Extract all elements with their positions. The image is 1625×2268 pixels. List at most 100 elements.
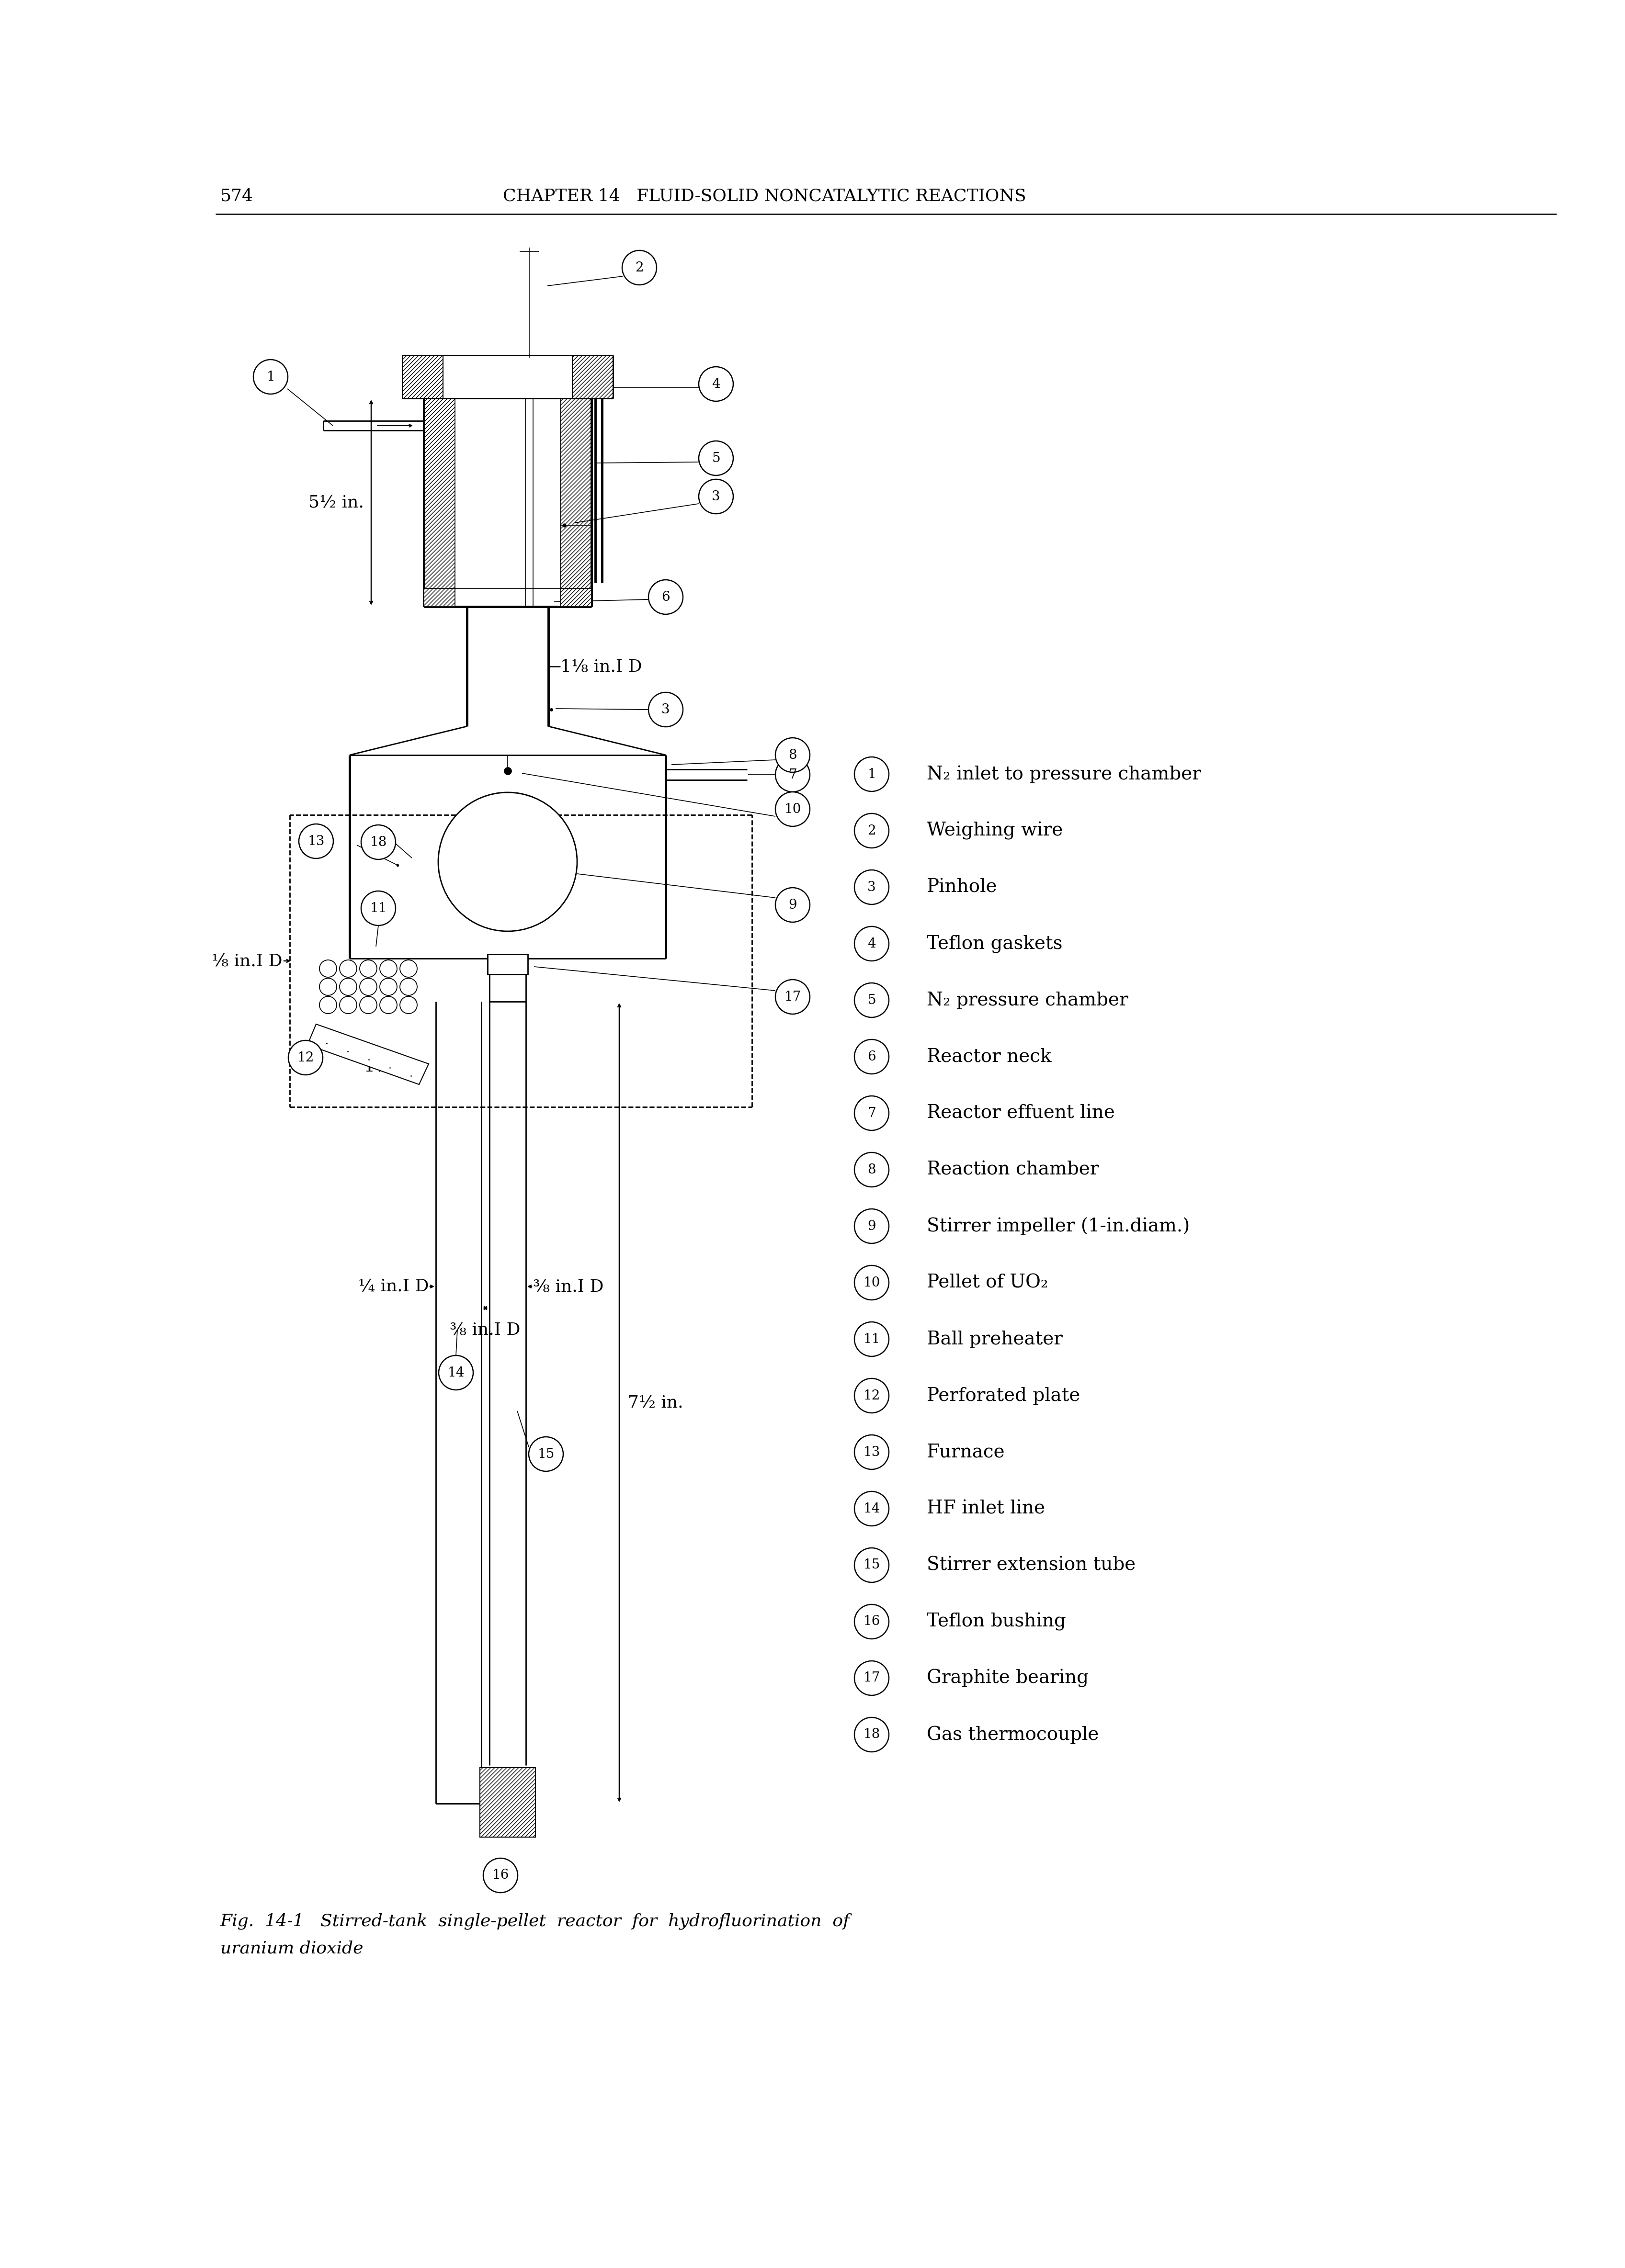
Bar (561, 399, 591, 590)
Text: 11: 11 (863, 1334, 881, 1345)
Text: 2: 2 (868, 823, 876, 837)
Circle shape (361, 826, 395, 860)
Circle shape (400, 959, 418, 978)
Circle shape (855, 982, 889, 1018)
Circle shape (340, 996, 358, 1014)
Text: 13: 13 (307, 835, 325, 848)
Text: 574: 574 (221, 188, 254, 204)
Text: ¼ in.I D: ¼ in.I D (358, 1279, 429, 1295)
Circle shape (855, 1266, 889, 1300)
Text: 17: 17 (863, 1672, 881, 1685)
Circle shape (855, 1322, 889, 1356)
Circle shape (855, 925, 889, 962)
Circle shape (775, 737, 809, 773)
Circle shape (622, 249, 657, 286)
Text: 5: 5 (868, 993, 876, 1007)
Circle shape (299, 823, 333, 860)
Text: Stirrer extension tube: Stirrer extension tube (926, 1556, 1136, 1574)
Circle shape (855, 1152, 889, 1186)
Text: 14: 14 (447, 1365, 465, 1379)
Circle shape (855, 1039, 889, 1075)
Text: 6: 6 (661, 590, 669, 603)
Circle shape (855, 1209, 889, 1243)
Bar (488, 955, 528, 975)
Circle shape (648, 692, 682, 726)
Text: Pinhole: Pinhole (926, 878, 998, 896)
Text: Reactor effuent line: Reactor effuent line (926, 1105, 1115, 1123)
Circle shape (320, 959, 336, 978)
Circle shape (855, 1436, 889, 1470)
Circle shape (855, 1379, 889, 1413)
Circle shape (775, 980, 809, 1014)
Circle shape (775, 758, 809, 792)
Text: 8: 8 (788, 748, 796, 762)
Circle shape (380, 996, 396, 1014)
Bar (479, 1767, 536, 1837)
Text: 1: 1 (868, 769, 876, 780)
Text: 17: 17 (785, 991, 801, 1002)
Circle shape (359, 978, 377, 996)
Text: 15: 15 (863, 1558, 881, 1572)
Text: 2: 2 (635, 261, 644, 274)
Circle shape (528, 1438, 564, 1472)
Polygon shape (307, 1025, 429, 1084)
Text: 10: 10 (863, 1277, 881, 1288)
Text: HF inlet line: HF inlet line (926, 1499, 1045, 1517)
Text: Teflon gaskets: Teflon gaskets (926, 934, 1063, 953)
Text: 4: 4 (868, 937, 876, 950)
Text: 9: 9 (788, 898, 796, 912)
Text: Fig.  14-1   Stirred-tank  single-pellet  reactor  for  hydrofluorination  of: Fig. 14-1 Stirred-tank single-pellet rea… (221, 1912, 850, 1930)
Text: Reactor neck: Reactor neck (926, 1048, 1051, 1066)
Text: 7½ in.: 7½ in. (627, 1395, 682, 1411)
Text: 3: 3 (661, 703, 669, 717)
Circle shape (439, 792, 577, 932)
Circle shape (359, 959, 377, 978)
Text: 10: 10 (785, 803, 801, 816)
Text: ⅛ in.I D: ⅛ in.I D (211, 953, 283, 968)
Text: uranium dioxide: uranium dioxide (221, 1941, 364, 1957)
Text: Stirrer impeller (1-in.diam.): Stirrer impeller (1-in.diam.) (926, 1218, 1190, 1236)
Text: N₂ inlet to pressure chamber: N₂ inlet to pressure chamber (926, 764, 1201, 782)
Text: 1: 1 (266, 370, 275, 383)
Bar (424, 399, 455, 590)
Circle shape (699, 479, 733, 515)
Circle shape (855, 1603, 889, 1640)
Text: 8: 8 (868, 1163, 876, 1177)
Text: 3: 3 (712, 490, 720, 503)
Text: 12: 12 (297, 1050, 314, 1064)
Text: 18: 18 (863, 1728, 881, 1742)
Circle shape (340, 978, 358, 996)
Circle shape (320, 978, 336, 996)
Circle shape (359, 996, 377, 1014)
Text: 5: 5 (712, 451, 720, 465)
Bar (561, 587, 591, 606)
Text: 18: 18 (370, 835, 387, 848)
Text: 7: 7 (788, 769, 796, 780)
Text: Graphite bearing: Graphite bearing (926, 1669, 1089, 1687)
Text: 16: 16 (492, 1869, 509, 1882)
Circle shape (361, 891, 395, 925)
Circle shape (400, 978, 418, 996)
Text: CHAPTER 14   FLUID-SOLID NONCATALYTIC REACTIONS: CHAPTER 14 FLUID-SOLID NONCATALYTIC REAC… (504, 188, 1027, 204)
Bar (424, 587, 455, 606)
Circle shape (320, 996, 336, 1014)
Circle shape (400, 996, 418, 1014)
Circle shape (380, 959, 396, 978)
Circle shape (775, 792, 809, 826)
Text: 1½ in.: 1½ in. (364, 1059, 419, 1075)
Circle shape (254, 361, 288, 395)
Bar (572, 356, 613, 399)
Circle shape (439, 1356, 473, 1390)
Text: ⅜ in.I D: ⅜ in.I D (533, 1279, 604, 1295)
Text: 7: 7 (868, 1107, 876, 1120)
Circle shape (855, 1492, 889, 1526)
Text: 15: 15 (538, 1447, 554, 1461)
Text: 12: 12 (863, 1390, 881, 1402)
Text: Gas thermocouple: Gas thermocouple (926, 1726, 1098, 1744)
Text: 5½ in.: 5½ in. (309, 494, 364, 510)
Text: 4: 4 (712, 376, 720, 390)
Text: Teflon bushing: Teflon bushing (926, 1613, 1066, 1631)
Circle shape (855, 758, 889, 792)
Circle shape (340, 959, 358, 978)
Circle shape (855, 1660, 889, 1696)
